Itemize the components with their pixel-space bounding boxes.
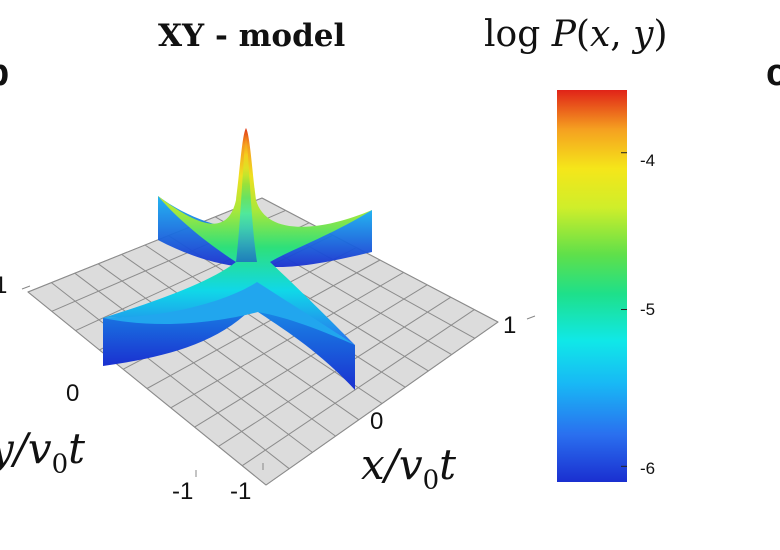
colorbar [557, 90, 627, 482]
floor-grid-line [265, 321, 499, 486]
x-tick-neg1: -1 [230, 478, 252, 505]
x-tick-0: 0 [370, 408, 384, 435]
axis-tick-marks [21, 285, 536, 477]
colorbar-label: log P(x, y) [484, 14, 668, 55]
y-axis-label: y/v0t [0, 424, 86, 480]
floor-grid-line [146, 259, 381, 389]
panel-label-left: b [0, 52, 9, 95]
floor-grid-line [241, 309, 475, 467]
floor-grid-line [218, 296, 452, 447]
surface-peak [103, 128, 372, 345]
y-tick-1: 1 [0, 272, 8, 299]
x-axis-label: x/v0t [361, 440, 457, 496]
x-tick-1: 1 [503, 312, 517, 339]
colorbar-tick-neg5: -5 [640, 300, 656, 319]
floor-grid-line [194, 284, 428, 428]
colorbar-tick-neg4: -4 [640, 151, 656, 170]
y-tick-neg1: -1 [172, 478, 194, 505]
panel-label-right: c [766, 52, 780, 94]
chart-title: XY - model [158, 18, 346, 54]
floor-grid-line [261, 197, 499, 323]
floor-grid-line [170, 271, 404, 409]
colorbar-tick-neg6: -6 [640, 459, 656, 478]
floor-grid [27, 197, 499, 486]
y-tick-0: 0 [66, 380, 80, 407]
